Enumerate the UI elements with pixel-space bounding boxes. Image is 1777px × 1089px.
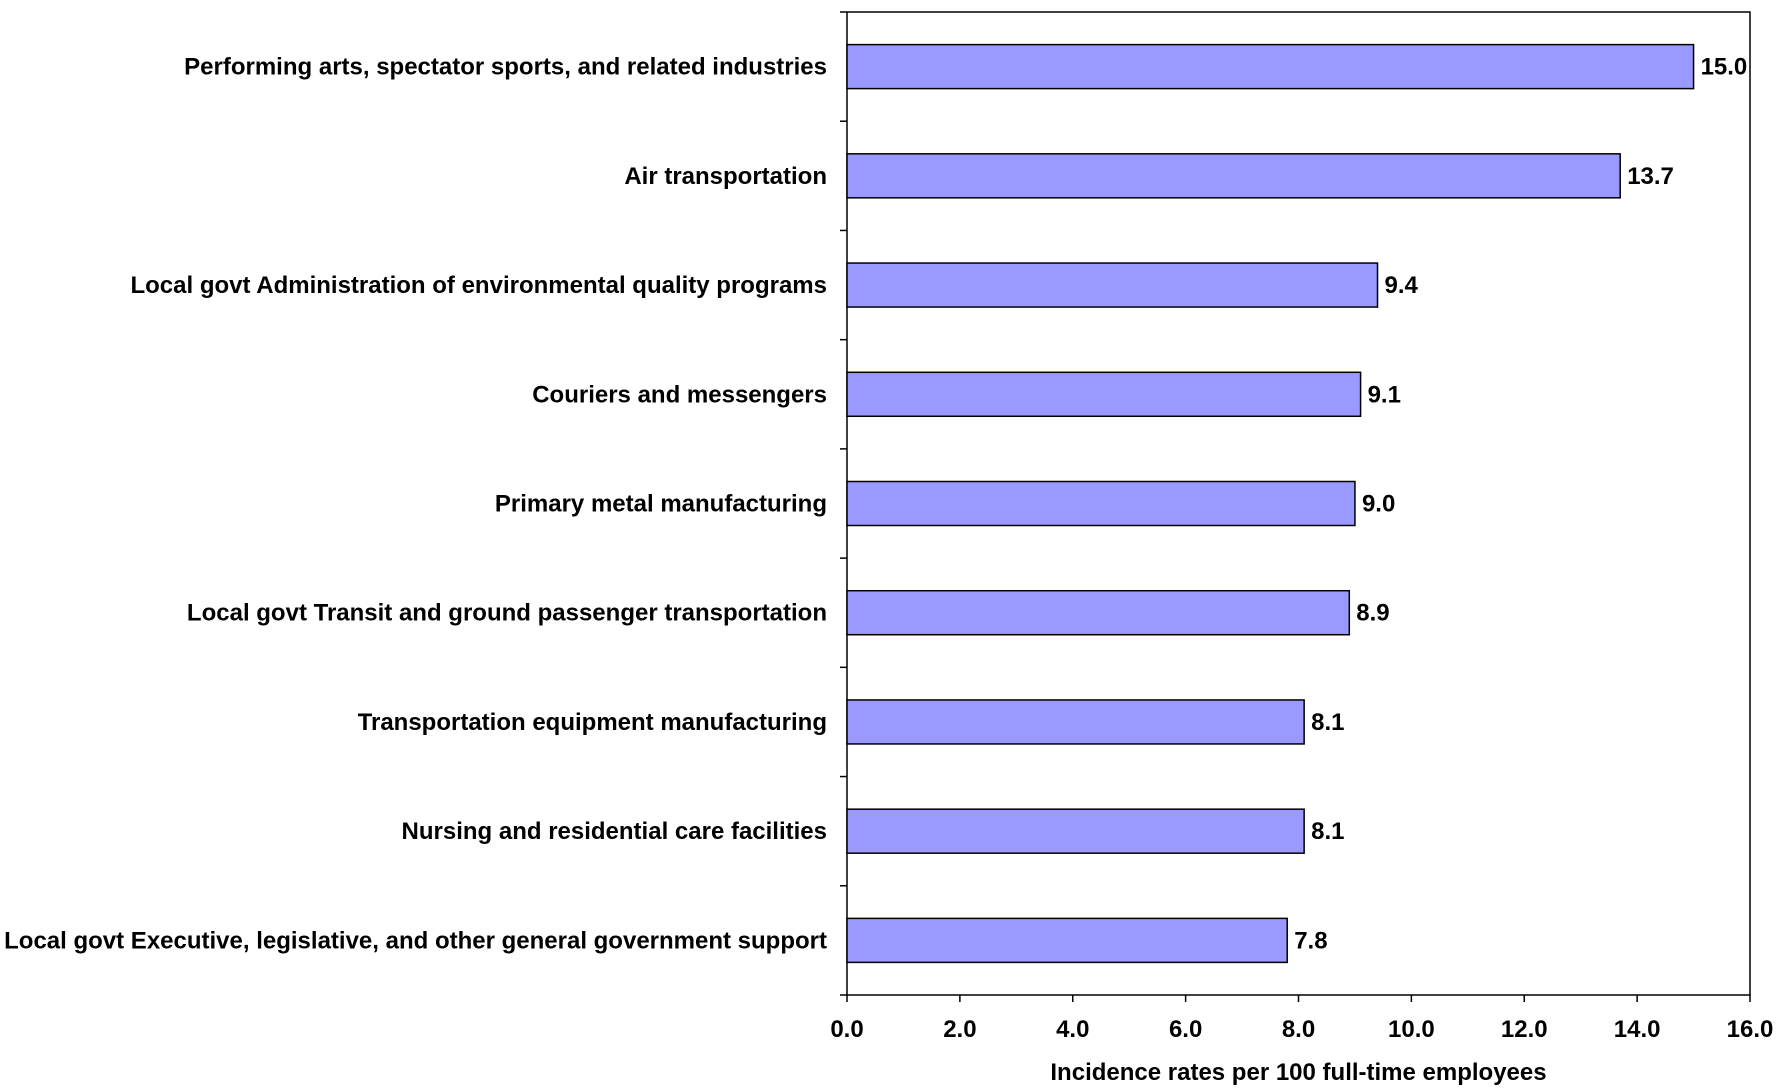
x-axis-title: Incidence rates per 100 full-time employ… bbox=[1050, 1059, 1546, 1086]
category-label: Air transportation bbox=[624, 163, 827, 190]
category-label: Transportation equipment manufacturing bbox=[358, 709, 827, 736]
x-tick-label: 0.0 bbox=[830, 1016, 863, 1043]
value-labels-group: 15.0 13.7 9.4 9.1 9.0 8.9 8.1 8.1 7.8 bbox=[1294, 54, 1747, 955]
x-tick-label: 12.0 bbox=[1501, 1016, 1548, 1043]
value-label: 8.1 bbox=[1311, 709, 1344, 736]
bar bbox=[846, 153, 1621, 199]
x-tick-label: 4.0 bbox=[1056, 1016, 1089, 1043]
bar bbox=[846, 262, 1379, 308]
x-tick-label: 2.0 bbox=[943, 1016, 976, 1043]
value-label: 13.7 bbox=[1627, 163, 1674, 190]
x-tick-label: 14.0 bbox=[1614, 1016, 1661, 1043]
category-label: Local govt Executive, legislative, and o… bbox=[4, 927, 827, 954]
value-label: 15.0 bbox=[1701, 54, 1748, 81]
category-label: Couriers and messengers bbox=[532, 381, 827, 408]
x-tick-label: 16.0 bbox=[1727, 1016, 1774, 1043]
category-label: Local govt Transit and ground passenger … bbox=[187, 600, 827, 627]
category-label: Primary metal manufacturing bbox=[495, 491, 827, 518]
category-label: Local govt Administration of environment… bbox=[130, 272, 827, 299]
bar bbox=[846, 589, 1351, 636]
bar bbox=[846, 808, 1305, 854]
value-label: 9.4 bbox=[1385, 272, 1419, 299]
bar bbox=[846, 43, 1695, 90]
value-label: 9.0 bbox=[1362, 491, 1395, 518]
x-axis: 0.0 2.0 4.0 6.0 8.0 10.0 12.0 14.0 16.0 bbox=[830, 995, 1773, 1043]
value-label: 8.1 bbox=[1311, 818, 1344, 845]
bars-group bbox=[846, 43, 1695, 964]
bar bbox=[846, 371, 1362, 418]
value-label: 8.9 bbox=[1356, 600, 1389, 627]
x-tick-label: 10.0 bbox=[1388, 1016, 1435, 1043]
category-label: Performing arts, spectator sports, and r… bbox=[184, 54, 827, 81]
bar bbox=[846, 699, 1305, 745]
value-label: 9.1 bbox=[1368, 381, 1401, 408]
bar bbox=[846, 480, 1356, 527]
x-tick-label: 6.0 bbox=[1169, 1016, 1202, 1043]
x-tick-label: 8.0 bbox=[1282, 1016, 1315, 1043]
bar bbox=[846, 917, 1288, 964]
category-label: Nursing and residential care facilities bbox=[402, 818, 827, 845]
category-labels-group: Performing arts, spectator sports, and r… bbox=[4, 54, 827, 955]
value-label: 7.8 bbox=[1294, 927, 1327, 954]
